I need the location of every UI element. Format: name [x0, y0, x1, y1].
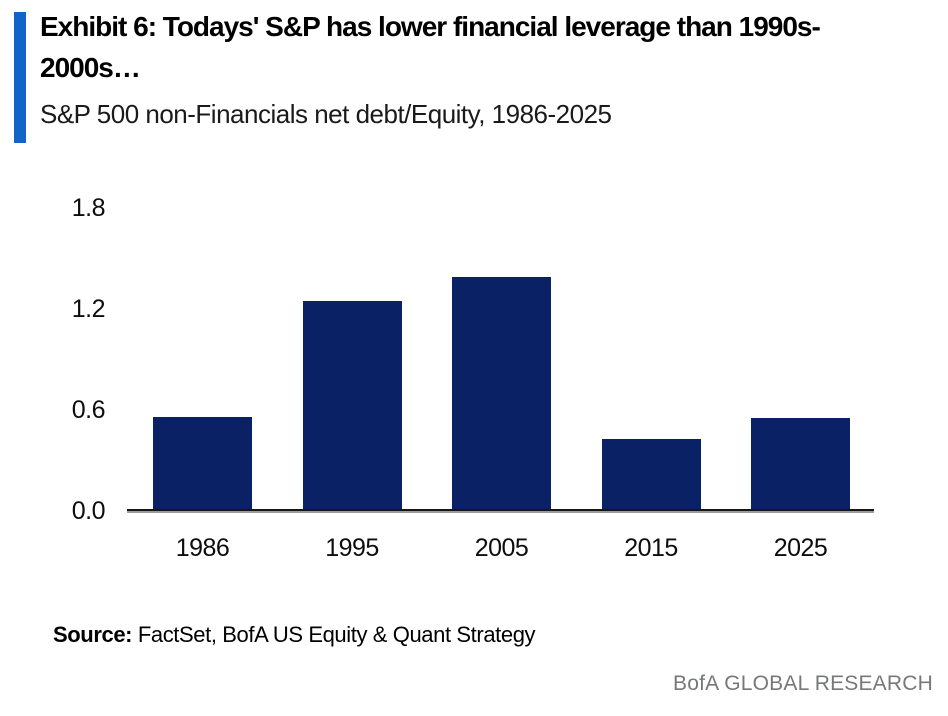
source-line: Source: FactSet, BofA US Equity & Quant …	[53, 622, 536, 648]
exhibit-title: Exhibit 6: Todays' S&P has lower financi…	[40, 6, 821, 88]
x-tick-label-2005: 2005	[474, 534, 529, 562]
bar-chart-plot-area	[127, 208, 874, 511]
y-tick-label-0.6: 0.6	[71, 396, 106, 424]
y-tick-label-1.8: 1.8	[71, 194, 106, 222]
source-text: FactSet, BofA US Equity & Quant Strategy	[132, 622, 536, 647]
x-axis-line	[127, 509, 874, 511]
bar-1986	[153, 417, 252, 511]
title-accent-bar	[14, 12, 26, 143]
x-tick-label-2025: 2025	[773, 534, 828, 562]
exhibit-title-line-2: 2000s…	[40, 52, 141, 83]
x-tick-label-1995: 1995	[325, 534, 379, 562]
x-tick-label-2015: 2015	[624, 534, 678, 562]
exhibit-title-line-1: Exhibit 6: Todays' S&P has lower financi…	[40, 11, 821, 42]
y-tick-label-1.2: 1.2	[71, 295, 106, 323]
bofa-global-research-brand: BofA GLOBAL RESEARCH	[673, 672, 933, 695]
bar-2015	[601, 439, 701, 511]
x-tick-label-1986: 1986	[175, 534, 230, 562]
bar-1995	[302, 301, 402, 511]
source-label: Source:	[53, 622, 133, 647]
bar-2025	[751, 418, 850, 511]
exhibit-subtitle: S&P 500 non-Financials net debt/Equity, …	[40, 99, 612, 129]
bar-2005	[452, 277, 551, 511]
y-tick-label-0.0: 0.0	[71, 497, 106, 525]
